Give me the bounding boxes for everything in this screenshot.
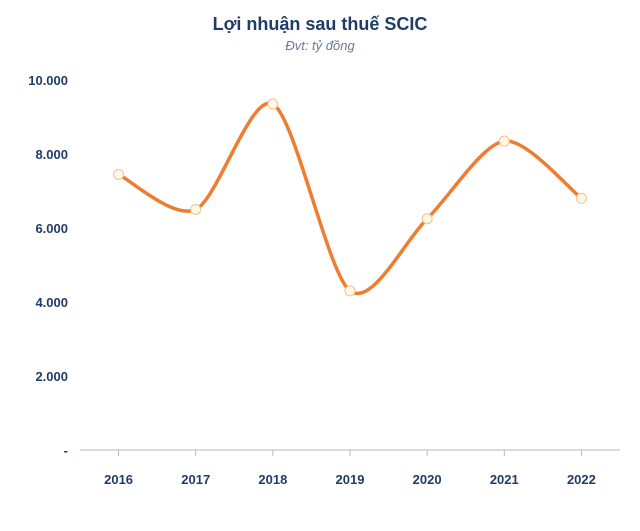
x-tick-label: 2020 (389, 472, 466, 487)
x-tick-label: 2018 (234, 472, 311, 487)
line-chart (80, 80, 620, 470)
data-marker (268, 99, 278, 109)
series-line (119, 103, 582, 293)
x-tick-label: 2016 (80, 472, 157, 487)
data-marker (114, 169, 124, 179)
x-tick-label: 2019 (311, 472, 388, 487)
chart-container: Lợi nhuận sau thuế SCIC Đvt: tỷ đồng - 2.… (0, 0, 640, 531)
x-tick-label: 2017 (157, 472, 234, 487)
y-tick-label: 2.000 (0, 369, 68, 384)
chart-title: Lợi nhuận sau thuế SCIC (0, 14, 640, 35)
y-tick-label: 6.000 (0, 221, 68, 236)
chart-subtitle: Đvt: tỷ đồng (0, 38, 640, 53)
data-marker (191, 205, 201, 215)
data-marker (576, 193, 586, 203)
y-tick-label: 10.000 (0, 73, 68, 88)
data-marker (422, 214, 432, 224)
x-tick-label: 2021 (466, 472, 543, 487)
y-tick-label: 4.000 (0, 295, 68, 310)
x-tick-label: 2022 (543, 472, 620, 487)
y-tick-label: - (0, 443, 68, 458)
y-tick-label: 8.000 (0, 147, 68, 162)
data-marker (499, 136, 509, 146)
data-marker (345, 286, 355, 296)
